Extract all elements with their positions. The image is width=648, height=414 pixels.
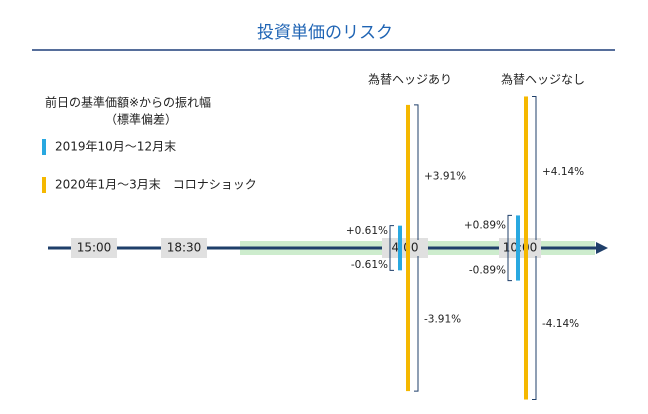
bracket xyxy=(507,214,512,282)
arrow-head xyxy=(596,242,608,254)
value-label: -0.89% xyxy=(469,264,506,276)
value-label: -0.61% xyxy=(351,259,388,271)
legend-label: 2020年1月～3月末 コロナショック xyxy=(55,178,257,192)
column-header: 為替ヘッジあり xyxy=(368,73,452,87)
time-box xyxy=(71,238,117,258)
time-label: 15:00 xyxy=(77,241,112,255)
value-label: -4.14% xyxy=(542,318,579,330)
risk-bar xyxy=(524,96,528,400)
column-header: 為替ヘッジなし xyxy=(501,73,585,87)
value-label: +4.14% xyxy=(542,166,584,178)
time-label: 18:30 xyxy=(167,241,202,255)
risk-bar xyxy=(406,104,410,392)
bracket xyxy=(532,95,537,401)
value-label: -3.91% xyxy=(424,314,461,326)
legend-heading: 前日の基準価額※からの振れ幅 xyxy=(45,95,211,110)
legend-swatch xyxy=(42,177,46,193)
title: 投資単価のリスク xyxy=(257,23,393,43)
value-label: +0.61% xyxy=(346,225,388,237)
time-box xyxy=(161,238,207,258)
legend-subheading: （標準偏差） xyxy=(105,112,177,127)
legend-swatch xyxy=(42,139,46,155)
value-label: +0.89% xyxy=(464,220,506,232)
risk-bar xyxy=(516,215,520,281)
value-label: +3.91% xyxy=(424,170,466,182)
legend-label: 2019年10月～12月末 xyxy=(55,140,176,154)
bracket xyxy=(414,104,419,392)
time-box xyxy=(382,238,428,258)
bracket xyxy=(389,225,394,271)
time-label: 4:00 xyxy=(392,241,419,255)
risk-bar xyxy=(398,225,402,271)
